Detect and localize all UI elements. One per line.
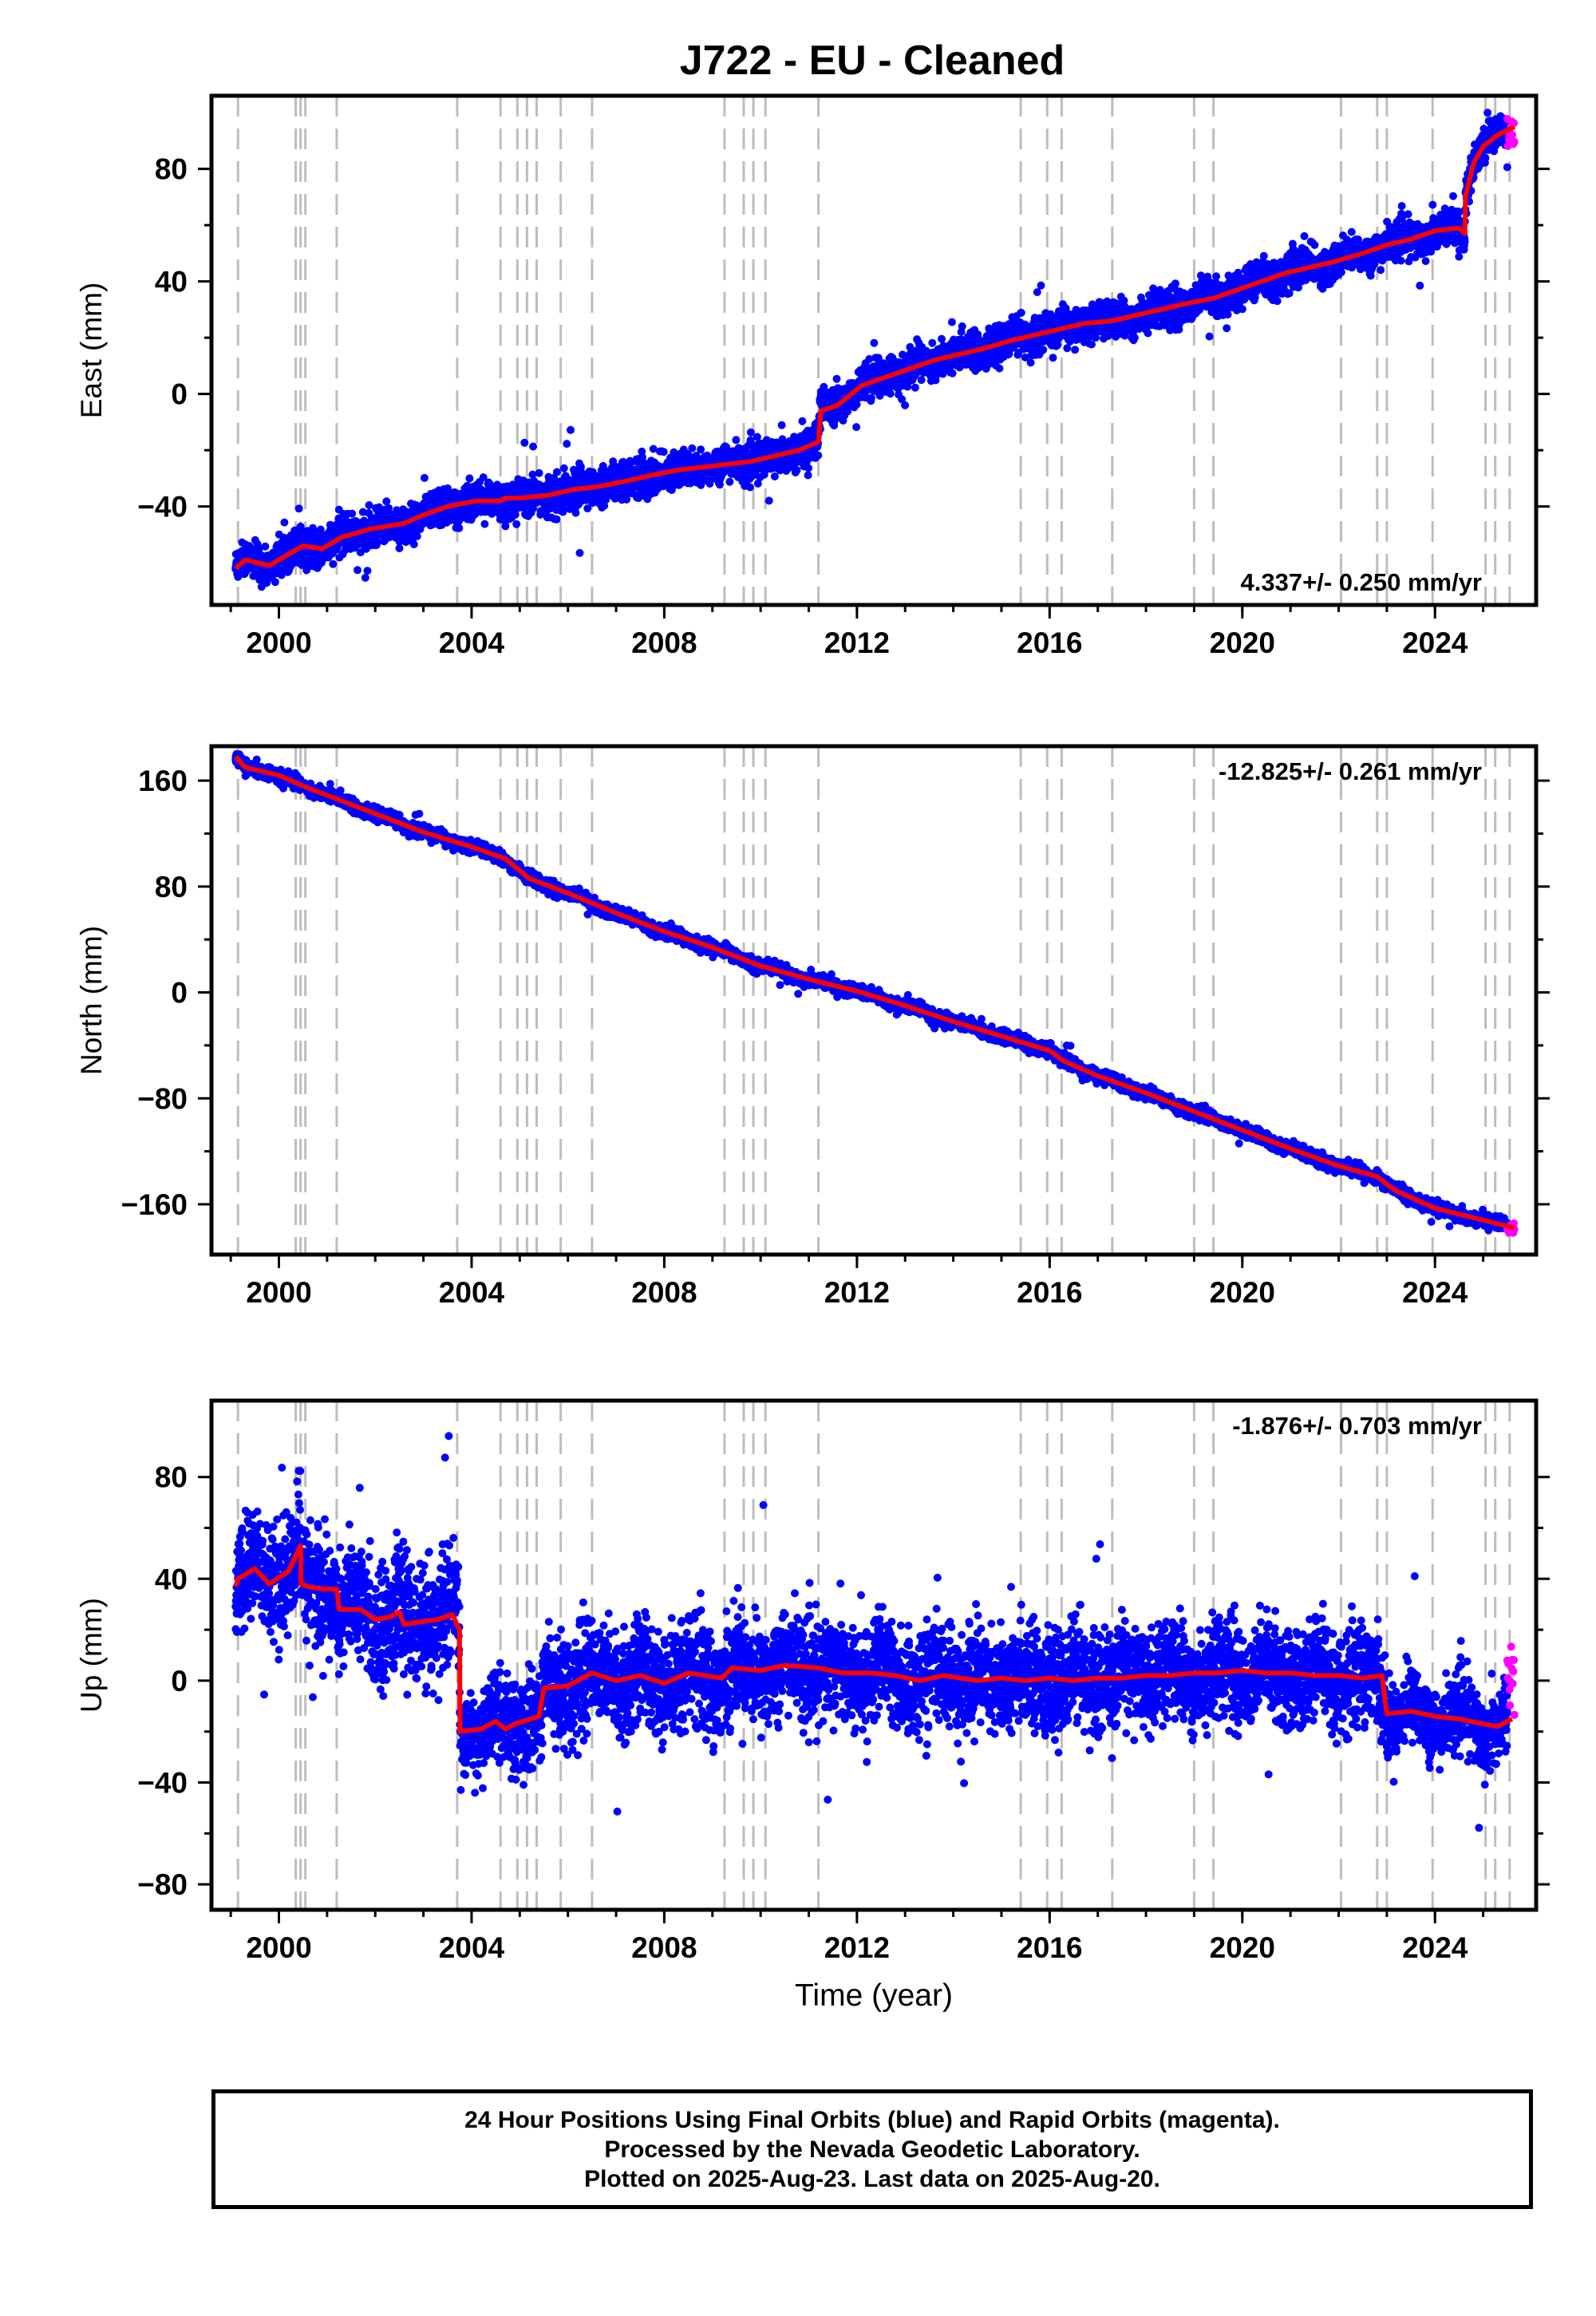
final-orbit-points	[231, 109, 1511, 591]
x-tick-label: 2000	[246, 1276, 311, 1309]
y-tick-label: 160	[138, 765, 188, 797]
x-tick-label: 2008	[631, 1931, 697, 1964]
data-points	[231, 1432, 1519, 1832]
caption-line-3: Plotted on 2025-Aug-23. Last data on 202…	[584, 2165, 1160, 2192]
rapid-orbit-points	[1503, 115, 1519, 151]
x-tick-label: 2000	[246, 626, 311, 659]
y-tick-label: −40	[137, 491, 188, 524]
y-tick-label: 80	[155, 871, 188, 903]
x-tick-label: 2020	[1210, 1276, 1275, 1309]
figure-title: J722 - EU - Cleaned	[680, 38, 1065, 84]
y-tick-label: 80	[155, 153, 188, 186]
event-lines	[236, 1401, 1511, 1910]
model-line	[234, 124, 1516, 571]
y-tick-label: −80	[137, 1868, 188, 1901]
y-tick-label: 0	[171, 1665, 188, 1697]
y-tick-label: 40	[155, 1563, 188, 1595]
x-tick-label: 2024	[1402, 1931, 1468, 1964]
y-tick-label: −160	[121, 1188, 188, 1221]
caption-line-1: 24 Hour Positions Using Final Orbits (bl…	[464, 2106, 1280, 2133]
x-tick-label: 2012	[824, 1931, 890, 1964]
y-tick-label: −40	[137, 1767, 188, 1800]
y-tick-label: 0	[171, 977, 188, 1010]
x-tick-label: 2020	[1210, 626, 1275, 659]
x-tick-label: 2004	[439, 626, 505, 659]
plot-frame	[209, 1398, 1539, 1912]
x-tick-label: 2016	[1017, 1276, 1082, 1309]
model-line	[233, 1543, 1514, 1734]
x-axis-label: Time (year)	[795, 1978, 953, 2013]
x-tick-label: 2012	[824, 1276, 890, 1309]
x-axis: 2000 2004 2008 2012 2016 2020 2024	[229, 1910, 1485, 1964]
rate-label: -1.876+/- 0.703 mm/yr	[1232, 1412, 1482, 1440]
model-line	[233, 755, 1515, 1231]
x-tick-label: 2024	[1402, 626, 1468, 659]
rapid-orbit-points	[1503, 1642, 1519, 1719]
x-axis: 2000 2004 2008 2012 2016 2020 2024	[229, 605, 1485, 659]
event-lines	[236, 746, 1511, 1255]
up-panel: 2000 2004 2008 2012 2016 2020 2024 −80 −40 0 40 80 U…	[75, 1398, 1550, 2013]
x-axis: 2000 2004 2008 2012 2016 2020 2024	[229, 1255, 1485, 1309]
y-axis-label: Up (mm)	[75, 1598, 108, 1713]
y-axis-label: North (mm)	[75, 926, 108, 1075]
x-tick-label: 2008	[631, 1276, 697, 1309]
plot-frame	[209, 744, 1539, 1257]
data-points	[231, 749, 1519, 1237]
x-tick-label: 2004	[439, 1931, 505, 1964]
x-tick-label: 2016	[1017, 626, 1082, 659]
y-axis-label: East (mm)	[75, 283, 108, 419]
caption-line-2: Processed by the Nevada Geodetic Laborat…	[604, 2136, 1140, 2163]
north-panel: 2000 2004 2008 2012 2016 2020 2024 −160 −80 0 80 16…	[75, 744, 1550, 1309]
rate-label: -12.825+/- 0.261 mm/yr	[1219, 757, 1482, 785]
y-axis: −80 −40 0 40 80	[137, 1461, 1550, 1901]
final-orbit-points	[231, 749, 1511, 1235]
east-panel: 2000 2004 2008 2012 2016 2020 2024 −40 0 40 80 East…	[75, 93, 1550, 659]
final-orbit-points	[231, 1432, 1511, 1832]
x-tick-label: 2004	[439, 1276, 505, 1309]
data-points	[231, 109, 1519, 591]
y-tick-label: 0	[171, 378, 188, 411]
x-tick-label: 2000	[246, 1931, 311, 1964]
y-tick-label: 40	[155, 266, 188, 298]
x-tick-label: 2016	[1017, 1931, 1082, 1964]
x-tick-label: 2012	[824, 626, 890, 659]
caption-box: 24 Hour Positions Using Final Orbits (bl…	[211, 2089, 1533, 2209]
plot-frame	[209, 93, 1539, 607]
y-axis: −40 0 40 80	[137, 153, 1550, 524]
y-tick-label: 80	[155, 1461, 188, 1494]
y-axis: −160 −80 0 80 160	[121, 765, 1550, 1221]
x-tick-label: 2024	[1402, 1276, 1468, 1309]
rate-label: 4.337+/- 0.250 mm/yr	[1241, 568, 1482, 596]
y-tick-label: −80	[137, 1082, 188, 1115]
x-tick-label: 2020	[1210, 1931, 1275, 1964]
event-lines	[236, 96, 1511, 605]
x-tick-label: 2008	[631, 626, 697, 659]
